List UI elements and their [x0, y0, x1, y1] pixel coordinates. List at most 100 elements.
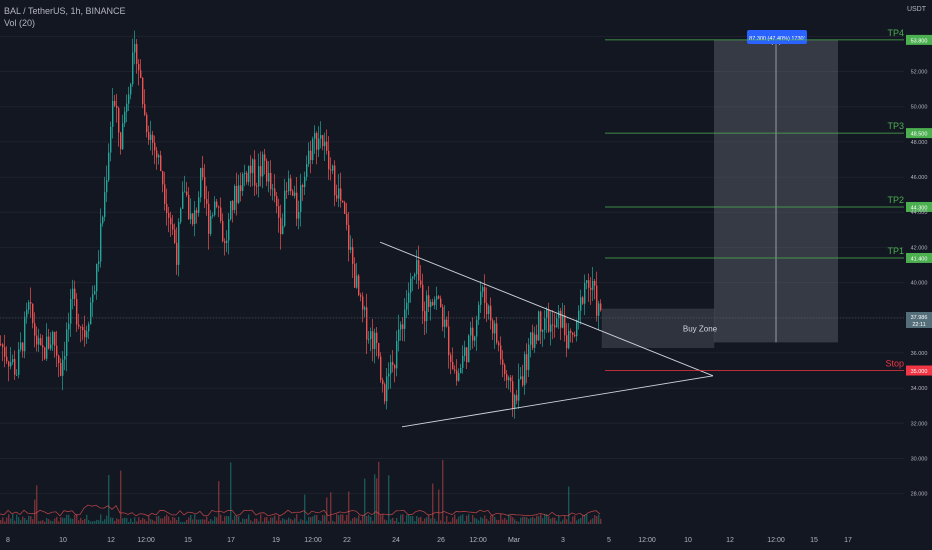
candle-body	[452, 361, 454, 370]
candle-body	[228, 219, 230, 241]
volume-bar	[384, 519, 386, 524]
time-axis[interactable]: 8 10 12 12:00 15 17 19 12:00 22 24 26 12:00 Mar 3 5 12:…	[6, 537, 852, 544]
candle-body	[98, 261, 100, 264]
candle-body	[132, 52, 134, 85]
volume-bar	[544, 514, 546, 524]
candle-body	[18, 349, 20, 375]
candle-body	[80, 326, 82, 328]
price-axis[interactable]: 53.800 48.500 44.300 41.400 35.000 28.000 30.0…	[906, 34, 932, 498]
time-tick: 15	[810, 537, 818, 544]
candle-body	[144, 104, 146, 115]
volume-bar	[522, 516, 524, 524]
candle-body	[408, 292, 410, 303]
volume-bar	[16, 514, 18, 524]
candle-body	[432, 301, 434, 306]
volume-bar	[0, 520, 2, 524]
candle-body	[348, 224, 350, 250]
time-tick: 10	[59, 537, 67, 544]
candle-body	[454, 369, 456, 371]
volume-bar	[278, 516, 280, 524]
volume-bar	[422, 521, 424, 524]
volume-bar	[206, 516, 208, 524]
volume-bar	[304, 494, 306, 524]
volume-bar	[506, 519, 508, 524]
volume-bar	[104, 519, 106, 524]
candle-body	[302, 185, 304, 188]
volume-bar	[588, 521, 590, 524]
candle-body	[494, 323, 496, 334]
volume-bar	[122, 518, 124, 524]
candle-body	[24, 316, 26, 352]
candle-body	[294, 192, 296, 196]
candle-body	[60, 363, 62, 376]
candle-body	[202, 167, 204, 178]
candle-body	[220, 207, 222, 221]
time-tick: 22	[343, 537, 351, 544]
volume-bar	[598, 514, 600, 524]
candle-body	[360, 295, 362, 297]
volume-bar	[200, 519, 202, 524]
candle-body	[588, 280, 590, 288]
candle-body	[244, 172, 246, 175]
volume-bar	[370, 516, 372, 524]
candle-body	[2, 344, 4, 348]
level-price-tag	[906, 201, 932, 212]
candle-body	[52, 331, 54, 345]
candle-body	[470, 327, 472, 336]
candle-body	[406, 302, 408, 310]
volume-bar	[516, 521, 518, 524]
volume-bar	[554, 517, 556, 524]
candle-body	[216, 201, 218, 207]
candle-body	[116, 105, 118, 109]
volume-bar	[236, 515, 238, 524]
volume-bar	[388, 475, 390, 524]
volume-bar	[530, 517, 532, 524]
volume-bar	[310, 517, 312, 524]
volume-bar	[536, 515, 538, 524]
candle-body	[130, 84, 132, 95]
volume-bar	[404, 521, 406, 524]
candle-body	[90, 302, 92, 325]
volume-bar	[250, 520, 252, 524]
volume-bar	[332, 520, 334, 524]
volume-bar	[242, 518, 244, 524]
volume-bar	[468, 514, 470, 524]
candle-body	[394, 364, 396, 369]
volume-bar	[428, 514, 430, 524]
candle-body	[58, 355, 60, 364]
volume-bar	[514, 519, 516, 524]
candle-body	[212, 215, 214, 217]
candle-body	[176, 242, 178, 265]
candle-body	[524, 354, 526, 386]
volume-bar	[316, 515, 318, 524]
candle-body	[46, 336, 48, 359]
candle-body	[414, 274, 416, 277]
candle-body	[358, 275, 360, 296]
volume-bar	[574, 515, 576, 524]
volume-bar	[150, 519, 152, 524]
candle-body	[188, 195, 190, 220]
price-tick: 44.000	[911, 210, 928, 216]
volume-bar	[180, 521, 182, 524]
candle-body	[548, 309, 550, 332]
candle-body	[544, 318, 546, 331]
volume-bar	[20, 520, 22, 524]
candle-body	[12, 359, 14, 363]
candle-body	[314, 133, 316, 139]
volume-bar	[192, 519, 194, 524]
volume-bar	[90, 521, 92, 524]
volume-bar	[66, 514, 68, 524]
chart-drawings[interactable]: 87.300 (47.40%) 1730ʼ Buy Zone TP4 TP3 TP2 TP…	[0, 28, 904, 428]
candle-body	[108, 152, 110, 181]
volume-bar	[538, 516, 540, 524]
volume-bar	[188, 517, 190, 524]
time-tick: 12:00	[137, 537, 155, 544]
candle-body	[76, 298, 78, 325]
candle-body	[10, 362, 12, 367]
volume-bar	[406, 514, 408, 524]
volume-bar	[600, 518, 602, 524]
volume-bar	[144, 519, 146, 524]
candle-body	[104, 192, 106, 217]
volume-bar	[238, 516, 240, 524]
